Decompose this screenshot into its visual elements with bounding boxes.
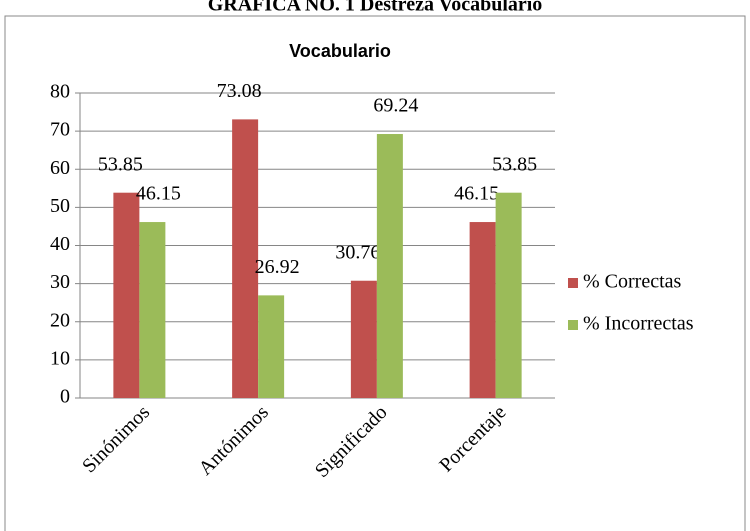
bar: [495, 192, 522, 398]
bar: [258, 295, 285, 398]
bar: [376, 134, 403, 398]
page-heading: GRAFICA NO. 1 Destreza Vocabulario: [208, 0, 543, 16]
data-label: 30.76: [335, 241, 380, 263]
data-label: 46.15: [454, 183, 499, 205]
bar: [139, 222, 166, 398]
bar: [469, 222, 496, 398]
legend-label: % Incorrectas: [583, 313, 694, 335]
chart-title: Vocabulario: [289, 41, 391, 61]
legend-label: % Correctas: [583, 271, 682, 293]
data-label: 69.24: [373, 95, 418, 117]
y-tick-label: 60: [50, 157, 70, 179]
data-label: 53.85: [492, 153, 537, 175]
y-tick-label: 0: [60, 386, 70, 408]
bar: [232, 119, 259, 398]
y-tick-label: 40: [50, 233, 70, 255]
legend-swatch: [568, 278, 578, 288]
bar: [350, 280, 377, 398]
legend-swatch: [568, 320, 578, 330]
y-tick-label: 70: [50, 119, 70, 141]
y-tick-label: 20: [50, 309, 70, 331]
y-tick-label: 10: [50, 347, 70, 369]
data-label: 53.85: [98, 153, 143, 175]
y-tick-label: 30: [50, 271, 70, 293]
bar: [113, 192, 140, 398]
data-label: 73.08: [217, 80, 262, 102]
y-tick-label: 50: [50, 195, 70, 217]
data-label: 46.15: [136, 183, 181, 205]
y-tick-label: 80: [50, 81, 70, 103]
data-label: 26.92: [255, 256, 300, 278]
